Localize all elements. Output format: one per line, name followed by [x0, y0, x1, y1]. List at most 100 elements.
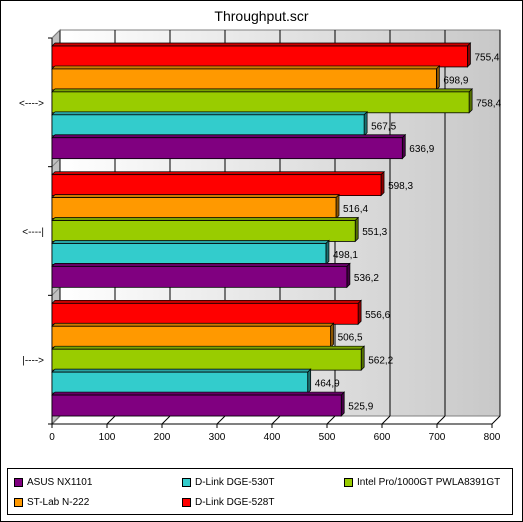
- bar-value-label: 498,1: [333, 250, 358, 261]
- bar-end: [468, 88, 473, 114]
- bar-top: [51, 368, 312, 373]
- bar: [51, 394, 342, 417]
- bar-end: [354, 216, 359, 243]
- bar: [51, 114, 365, 137]
- bar-value-label: 464,9: [315, 379, 340, 390]
- bar-end: [436, 65, 440, 91]
- x-tick-label: 800: [484, 432, 501, 443]
- bar-top: [51, 111, 368, 116]
- legend-label: ST-Lab N-222: [27, 497, 90, 508]
- bar: [51, 68, 437, 91]
- bar-top: [51, 391, 346, 396]
- bar: [51, 265, 348, 288]
- chart-legend: ASUS NX1101 D-Link DGE-530T Intel Pro/1000…: [7, 468, 513, 515]
- category-divider: [51, 286, 61, 296]
- legend-swatch: [182, 478, 191, 487]
- legend-label: Intel Pro/1000GT PWLA8391GT: [357, 477, 501, 488]
- bar: [51, 174, 382, 197]
- chart-title: Throughput.scr: [214, 8, 309, 24]
- bar: [51, 325, 331, 348]
- x-tick-label: 100: [99, 432, 116, 443]
- legend-item: D-Link DGE-530T: [182, 477, 274, 488]
- legend-swatch: [344, 478, 353, 487]
- bar-value-label: 755,4: [474, 52, 499, 63]
- bar-end: [401, 133, 406, 160]
- gridline-depth: [161, 415, 171, 425]
- legend-swatch: [14, 478, 23, 487]
- bar-value-label: 562,2: [368, 356, 393, 367]
- bar-top: [51, 240, 330, 244]
- legend-item: Intel Pro/1000GT PWLA8391GT: [344, 477, 500, 488]
- bar-end: [467, 42, 471, 68]
- legend-label: D-Link DGE-530T: [195, 477, 275, 488]
- bar: [51, 348, 362, 371]
- bar: [51, 220, 356, 242]
- bar-end: [360, 345, 365, 371]
- bar-end: [325, 239, 330, 266]
- bar-end: [346, 262, 351, 289]
- legend-label: D-Link DGE-528T: [195, 497, 275, 508]
- x-tick-label: 200: [154, 432, 171, 443]
- category-label: |---->: [22, 356, 44, 367]
- bar-top: [51, 322, 335, 327]
- bar-top: [51, 88, 473, 93]
- bar-value-label: 698,9: [443, 75, 468, 86]
- bar-top: [51, 194, 340, 198]
- bar-top: [51, 65, 441, 70]
- category-label: <----|: [22, 227, 44, 238]
- bar-value-label: 758,4: [476, 98, 501, 109]
- bar: [51, 45, 468, 68]
- bar: [51, 302, 359, 325]
- x-tick-label: 500: [319, 432, 336, 443]
- bar-value-label: 516,4: [343, 204, 368, 215]
- gridline-depth: [436, 415, 446, 425]
- bar-value-label: 598,3: [388, 181, 413, 192]
- bar-value-label: 551,3: [362, 227, 387, 238]
- legend-item: ASUS NX1101: [14, 477, 92, 488]
- bar-value-label: 506,5: [338, 333, 363, 344]
- bar: [51, 91, 470, 114]
- bar-end: [340, 391, 345, 417]
- gridline-depth: [491, 415, 501, 425]
- bar-value-label: 525,9: [348, 402, 373, 413]
- bar-end: [380, 170, 385, 197]
- gridline-depth: [106, 415, 116, 425]
- bar-top: [51, 134, 407, 139]
- category-divider: [51, 415, 61, 425]
- bar-value-label: 567,5: [371, 121, 396, 132]
- legend-label: ASUS NX1101: [27, 477, 93, 488]
- bar-value-label: 556,6: [365, 310, 390, 321]
- gridline-depth: [326, 415, 336, 425]
- bar-top: [51, 42, 472, 47]
- x-tick-label: 600: [374, 432, 391, 443]
- x-tick-label: 700: [429, 432, 446, 443]
- gridline-depth: [381, 415, 391, 425]
- bar-end: [363, 110, 368, 137]
- legend-swatch: [182, 498, 191, 507]
- x-tick-label: 300: [209, 432, 226, 443]
- bar-top: [51, 217, 360, 221]
- legend-item: D-Link DGE-528T: [182, 497, 274, 508]
- category-divider: [51, 158, 61, 168]
- gridline-depth: [216, 415, 226, 425]
- bar: [51, 371, 309, 394]
- category-label: <---->: [19, 98, 44, 109]
- category-divider: [51, 29, 61, 39]
- bar-top: [51, 345, 366, 350]
- bar: [51, 197, 337, 219]
- bar: [51, 243, 327, 265]
- bar-end: [357, 299, 362, 326]
- bar-chart: 0 100 200 300 400 500 600 700 800 <----> <----| |--…: [19, 28, 502, 443]
- bar-value-label: 636,9: [409, 144, 434, 155]
- bar-top: [51, 299, 362, 304]
- bar-end: [335, 193, 340, 220]
- legend-swatch: [14, 498, 23, 507]
- x-tick-label: 0: [49, 432, 55, 443]
- x-tick-label: 400: [264, 432, 281, 443]
- bar: [51, 137, 403, 160]
- bar-end: [330, 322, 334, 349]
- bar-value-label: 536,2: [354, 273, 379, 284]
- bar-top: [51, 171, 385, 176]
- gridline-depth: [271, 415, 281, 425]
- bar-top: [51, 263, 351, 267]
